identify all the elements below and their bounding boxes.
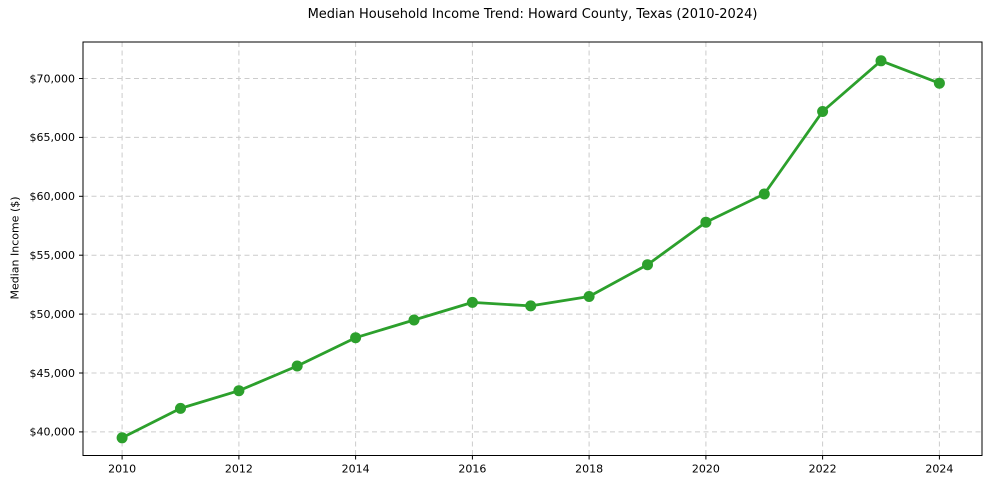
x-tick-label: 2018 — [575, 463, 603, 476]
y-tick-label: $70,000 — [30, 72, 76, 85]
data-point-marker — [466, 296, 478, 308]
x-tick-label: 2010 — [108, 463, 136, 476]
data-point-marker — [350, 332, 362, 344]
data-point-marker — [233, 385, 245, 397]
chart-title: Median Household Income Trend: Howard Co… — [307, 7, 758, 22]
x-tick-label: 2024 — [925, 463, 953, 476]
data-point-marker — [933, 77, 945, 89]
x-tick-label: 2012 — [225, 463, 253, 476]
y-tick-label: $45,000 — [30, 367, 76, 380]
plot-border — [82, 41, 983, 456]
data-point-marker — [291, 360, 303, 372]
data-point-marker — [817, 106, 829, 117]
y-tick-label: $65,000 — [30, 131, 76, 144]
y-tick-label: $60,000 — [30, 190, 76, 203]
data-point-marker — [642, 259, 653, 271]
data-point-marker — [583, 291, 595, 302]
data-point-marker — [175, 402, 186, 414]
data-point-marker — [875, 55, 887, 67]
x-tick-label: 2020 — [692, 463, 720, 476]
y-tick-label: $50,000 — [30, 308, 76, 321]
data-point-marker — [116, 432, 128, 444]
x-tick-label: 2016 — [458, 463, 486, 476]
data-point-marker — [408, 314, 420, 326]
y-tick-label: $40,000 — [30, 426, 76, 439]
data-point-marker — [525, 300, 537, 312]
x-tick-label: 2022 — [809, 463, 837, 476]
y-tick-label: $55,000 — [30, 249, 76, 262]
data-point-marker — [700, 216, 712, 228]
x-tick-label: 2014 — [342, 463, 370, 476]
trend-line — [120, 59, 941, 440]
data-point-marker — [758, 188, 770, 200]
